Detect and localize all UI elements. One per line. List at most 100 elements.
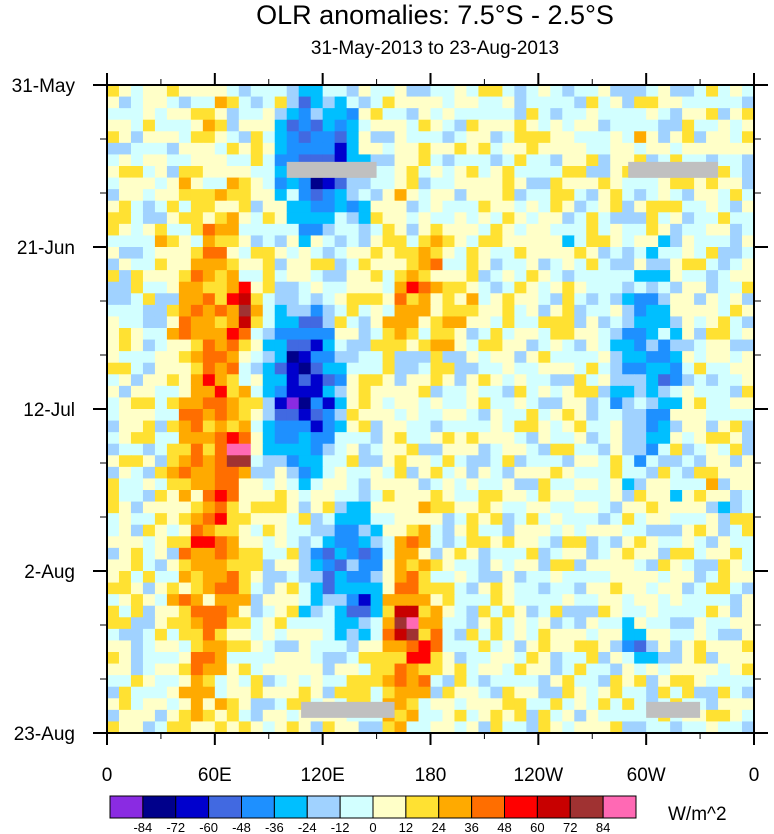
heatmap-cell bbox=[598, 640, 611, 653]
heatmap-cell bbox=[742, 594, 754, 607]
heatmap-cell bbox=[322, 420, 336, 433]
heatmap-cell bbox=[502, 339, 515, 352]
heatmap-cell bbox=[442, 721, 456, 733]
heatmap-cell bbox=[382, 351, 396, 364]
heatmap-cell bbox=[370, 524, 384, 537]
heatmap-cell bbox=[682, 501, 695, 514]
heatmap-cell bbox=[694, 594, 707, 607]
heatmap-cell bbox=[154, 466, 168, 480]
heatmap-cell bbox=[466, 640, 480, 653]
heatmap-cell bbox=[310, 432, 324, 445]
heatmap-cell bbox=[382, 189, 396, 202]
heatmap-cell bbox=[118, 663, 132, 676]
heatmap-cell bbox=[334, 270, 348, 283]
heatmap-cell bbox=[226, 409, 240, 422]
heatmap-cell bbox=[346, 131, 360, 144]
heatmap-cell bbox=[406, 142, 420, 156]
heatmap-cell bbox=[346, 119, 360, 132]
heatmap-cell bbox=[670, 501, 683, 514]
heatmap-cell bbox=[250, 617, 264, 630]
heatmap-cell bbox=[394, 339, 408, 352]
heatmap-cell bbox=[694, 524, 707, 537]
heatmap-cell bbox=[202, 490, 216, 503]
heatmap-cell bbox=[178, 166, 192, 179]
heatmap-cell bbox=[718, 142, 731, 156]
heatmap-cell bbox=[154, 513, 168, 526]
heatmap-cell bbox=[166, 85, 180, 98]
heatmap-cell bbox=[706, 490, 719, 503]
heatmap-cell bbox=[646, 142, 659, 156]
heatmap-cell bbox=[550, 420, 563, 433]
heatmap-cell bbox=[178, 270, 192, 283]
heatmap-cell bbox=[610, 304, 623, 318]
heatmap-cell bbox=[706, 374, 719, 387]
heatmap-cell bbox=[154, 675, 168, 688]
heatmap-cell bbox=[598, 466, 611, 480]
heatmap-cell bbox=[442, 501, 456, 514]
heatmap-cell bbox=[358, 513, 372, 526]
heatmap-cell bbox=[430, 142, 444, 156]
heatmap-cell bbox=[466, 582, 480, 595]
heatmap-cell bbox=[562, 501, 575, 514]
heatmap-cell bbox=[382, 142, 396, 156]
heatmap-cell bbox=[310, 547, 324, 561]
heatmap-cell bbox=[238, 478, 252, 491]
heatmap-cell bbox=[346, 686, 360, 699]
heatmap-cell bbox=[694, 432, 707, 445]
heatmap-cell bbox=[562, 397, 575, 410]
heatmap-cell bbox=[538, 409, 551, 422]
heatmap-cell bbox=[142, 559, 156, 572]
heatmap-cell bbox=[622, 490, 635, 503]
heatmap-cell bbox=[454, 490, 468, 503]
heatmap-cell bbox=[466, 200, 480, 213]
heatmap-cell bbox=[454, 212, 468, 225]
heatmap-cell bbox=[646, 281, 659, 294]
heatmap-cell bbox=[238, 374, 252, 387]
heatmap-cell bbox=[178, 617, 192, 630]
heatmap-cell bbox=[478, 154, 492, 167]
heatmap-cell bbox=[346, 293, 360, 306]
heatmap-cell bbox=[298, 270, 312, 283]
heatmap-cell bbox=[706, 513, 719, 526]
heatmap-cell bbox=[226, 443, 240, 456]
heatmap-cell bbox=[310, 536, 324, 549]
heatmap-cell bbox=[538, 200, 551, 213]
heatmap-cell bbox=[334, 420, 348, 433]
heatmap-cell bbox=[526, 663, 539, 676]
heatmap-cell bbox=[370, 536, 384, 549]
heatmap-cell bbox=[214, 409, 228, 422]
heatmap-cell bbox=[562, 698, 575, 711]
heatmap-cell bbox=[574, 85, 587, 98]
heatmap-cell bbox=[658, 200, 671, 213]
heatmap-cell bbox=[130, 466, 144, 480]
heatmap-cell bbox=[250, 119, 264, 132]
heatmap-cell bbox=[634, 177, 647, 190]
heatmap-cell bbox=[202, 235, 216, 248]
heatmap-cell bbox=[634, 85, 647, 98]
heatmap-cell bbox=[142, 663, 156, 676]
heatmap-cell bbox=[682, 293, 695, 306]
heatmap-cell bbox=[502, 385, 515, 399]
heatmap-cell bbox=[394, 409, 408, 422]
heatmap-cell bbox=[478, 85, 492, 98]
heatmap-cell bbox=[670, 281, 683, 294]
heatmap-cell bbox=[310, 223, 324, 237]
heatmap-cell bbox=[154, 212, 168, 225]
heatmap-cell bbox=[730, 374, 743, 387]
heatmap-cell bbox=[466, 420, 480, 433]
heatmap-cell bbox=[274, 409, 288, 422]
heatmap-cell bbox=[706, 617, 719, 630]
heatmap-cell bbox=[658, 490, 671, 503]
heatmap-cell bbox=[694, 316, 707, 329]
heatmap-cell bbox=[718, 212, 731, 225]
heatmap-cell bbox=[370, 235, 384, 248]
heatmap-cell bbox=[202, 351, 216, 364]
heatmap-cell bbox=[107, 304, 120, 318]
heatmap-cell bbox=[142, 571, 156, 584]
heatmap-cell bbox=[202, 501, 216, 514]
heatmap-cell bbox=[562, 304, 575, 318]
heatmap-cell bbox=[502, 131, 515, 144]
heatmap-cell bbox=[394, 177, 408, 190]
heatmap-cell bbox=[586, 420, 599, 433]
heatmap-cell bbox=[154, 362, 168, 375]
